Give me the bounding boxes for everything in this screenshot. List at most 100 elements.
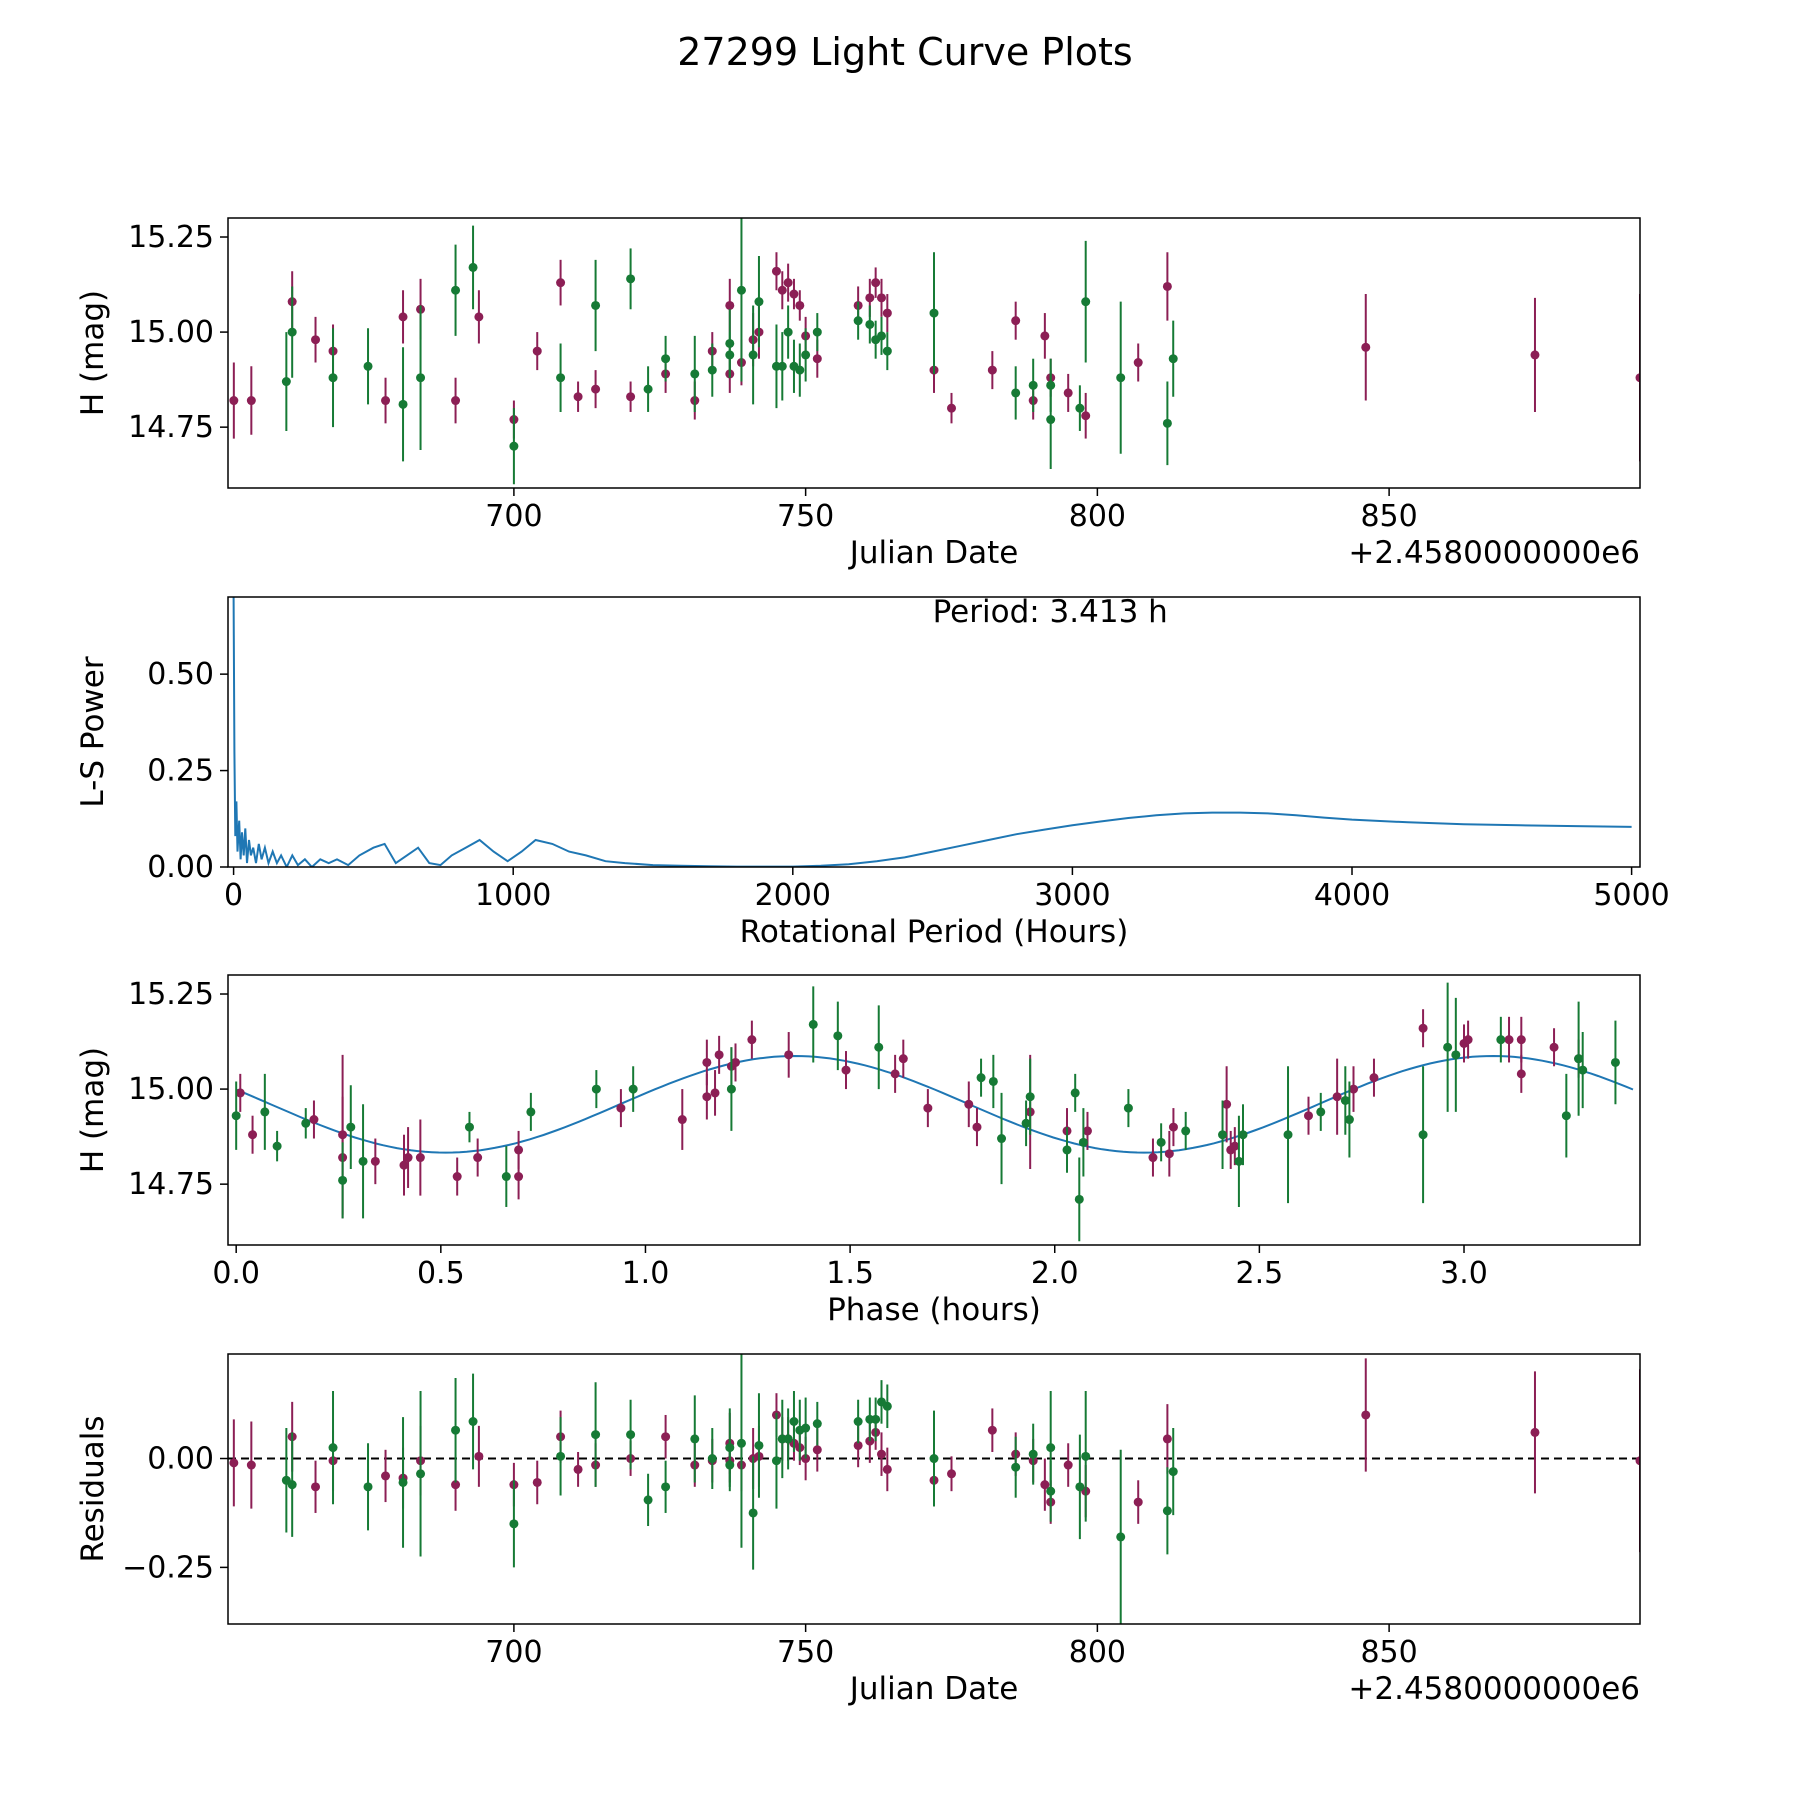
data-point <box>876 331 886 341</box>
x-tick-label: 750 <box>777 1635 834 1670</box>
data-point <box>714 1050 724 1060</box>
data-point <box>1530 350 1540 360</box>
data-point <box>1081 297 1091 307</box>
data-point <box>783 327 793 337</box>
data-point <box>363 1482 373 1492</box>
y-tick-label: 15.00 <box>128 315 214 350</box>
x-tick-label: 1.5 <box>826 1256 874 1291</box>
y-axis-label: L-S Power <box>75 656 111 807</box>
data-point <box>1361 1410 1371 1420</box>
chart-res: 700 750 800 850 −0.25 0.00 Julian Date Residual… <box>75 1353 1641 1707</box>
data-point <box>1028 380 1038 390</box>
x-tick-label: 5000 <box>1593 878 1669 913</box>
y-tick-label: −0.25 <box>122 1550 214 1585</box>
data-point <box>509 441 519 451</box>
data-point <box>1635 373 1640 383</box>
data-point <box>882 1401 892 1411</box>
axes-frame <box>227 1353 1641 1625</box>
data-point <box>789 1417 799 1426</box>
x-tick-label: 4000 <box>1314 878 1390 913</box>
data-point <box>882 1464 892 1474</box>
chart-lc: 700 750 800 850 14.75 15.00 15.25 Julian Date H … <box>75 217 1641 571</box>
data-point <box>702 1092 712 1102</box>
x-axis-label: Julian Date <box>848 1671 1019 1707</box>
y-tick-label: 0.00 <box>147 850 214 885</box>
data-point <box>929 1454 939 1464</box>
data-point <box>1369 1073 1379 1083</box>
data-point <box>1046 1443 1056 1453</box>
data-point <box>451 1425 461 1435</box>
data-point <box>1168 354 1178 364</box>
data-point <box>451 396 461 406</box>
data-point <box>416 1469 426 1479</box>
axes-frame <box>227 217 1641 489</box>
data-point <box>403 1153 413 1163</box>
series-green <box>281 1354 1178 1624</box>
periodogram-line <box>232 597 1632 867</box>
data-point <box>929 308 939 318</box>
x-axis-label: Phase (hours) <box>827 1292 1041 1328</box>
data-point <box>591 384 601 394</box>
data-point <box>1303 1111 1313 1121</box>
data-point <box>1516 1035 1526 1045</box>
data-point <box>328 373 338 383</box>
data-point <box>777 285 787 295</box>
data-point <box>1516 1069 1526 1079</box>
data-point <box>311 335 321 345</box>
data-point <box>398 312 408 322</box>
data-point <box>795 365 805 375</box>
data-point <box>287 1480 297 1490</box>
data-point <box>1635 1456 1640 1466</box>
data-point <box>661 1432 671 1442</box>
data-point <box>415 1153 425 1163</box>
data-point <box>1075 1482 1085 1492</box>
figure-title: 27299 Light Curve Plots <box>677 30 1132 74</box>
axes-frame <box>227 974 1641 1246</box>
x-tick-label: 800 <box>1069 1635 1126 1670</box>
data-point <box>1062 1145 1072 1155</box>
x-tick-label: 2.0 <box>1031 1256 1079 1291</box>
x-tick-label: 0 <box>224 878 243 913</box>
data-point <box>1578 1065 1588 1075</box>
data-point <box>573 1464 583 1474</box>
data-point <box>1443 1042 1453 1052</box>
data-point <box>783 1434 793 1444</box>
data-point <box>871 1414 881 1424</box>
data-point <box>707 365 717 375</box>
x-tick-label: 0.0 <box>212 1256 260 1291</box>
data-point <box>1081 1451 1091 1461</box>
data-point <box>853 1417 863 1426</box>
data-point <box>1046 415 1056 425</box>
data-point <box>628 1084 638 1094</box>
data-point <box>748 1508 758 1518</box>
plot-area-res <box>228 1354 1640 1624</box>
data-point <box>514 1172 524 1182</box>
data-point <box>874 1042 884 1052</box>
data-point <box>1070 1088 1080 1098</box>
data-point <box>1040 1480 1050 1490</box>
y-tick-label: 0.00 <box>147 1442 214 1477</box>
data-point <box>301 1118 311 1128</box>
data-point <box>1116 1532 1126 1542</box>
data-point <box>309 1115 319 1125</box>
data-point <box>690 1434 700 1444</box>
data-point <box>771 1456 781 1466</box>
data-point <box>801 350 811 360</box>
data-point <box>1081 411 1091 421</box>
data-point <box>229 396 239 406</box>
data-point <box>626 1430 636 1440</box>
data-point <box>1123 1103 1133 1113</box>
data-point <box>626 274 636 284</box>
data-point <box>710 1088 720 1098</box>
data-point <box>988 1076 998 1086</box>
data-point <box>328 1443 338 1453</box>
data-point <box>789 289 799 299</box>
data-point <box>871 278 881 288</box>
x-tick-label: 3000 <box>1034 878 1110 913</box>
data-point <box>777 361 787 371</box>
period-annotation: Period: 3.413 h <box>933 594 1168 630</box>
data-point <box>532 1477 542 1487</box>
chart-ls: 0 1000 2000 3000 4000 5000 0.00 0.25 0.50 Rotatio… <box>75 594 1670 950</box>
y-tick-label: 15.00 <box>128 1072 214 1107</box>
data-point <box>381 396 391 406</box>
